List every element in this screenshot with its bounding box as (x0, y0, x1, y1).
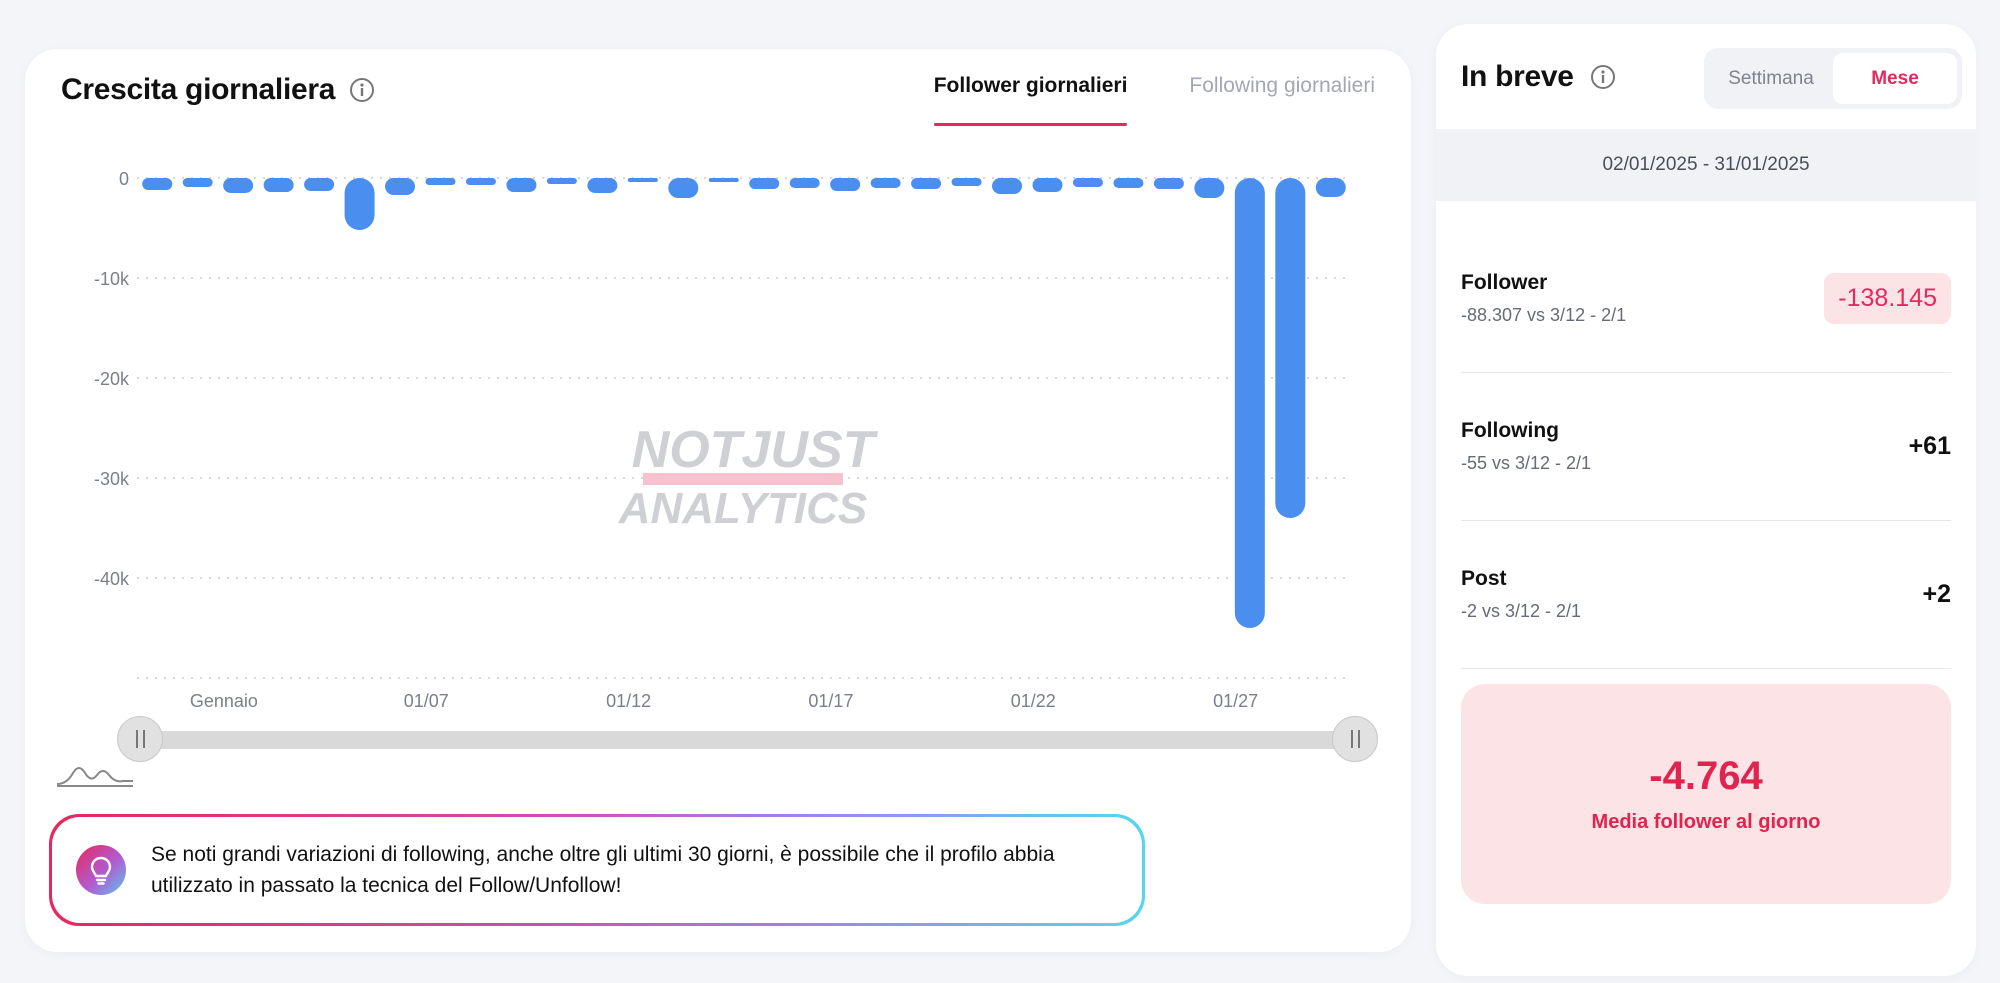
info-icon[interactable] (1590, 64, 1616, 90)
bar-01-01[interactable] (142, 178, 173, 190)
bar-01-13[interactable] (627, 178, 658, 182)
chart-tabs: Follower giornalieri Following giornalie… (933, 74, 1375, 126)
bar-01-28[interactable] (1234, 178, 1265, 628)
bar-01-18[interactable] (830, 178, 861, 191)
watermark-line-1: NOTJUST (632, 421, 879, 479)
bar-01-15[interactable] (708, 178, 739, 182)
stat-comparison: -88.307 vs 3/12 - 2/1 (1461, 305, 1627, 325)
range-slider-start-handle[interactable] (117, 716, 163, 762)
summary-header: In breve (1461, 60, 1616, 94)
stat-value-badge: -138.145 (1824, 273, 1951, 324)
bar-01-06[interactable] (344, 178, 375, 230)
bar-01-02[interactable] (182, 178, 213, 187)
bar-01-03[interactable] (223, 178, 254, 193)
stat-value: +2 (1922, 580, 1951, 608)
x-tick-label: 01/17 (808, 691, 853, 711)
stat-label: Following (1461, 419, 1559, 442)
tab-follower-giornalieri[interactable]: Follower giornalieri (933, 74, 1127, 126)
stat-value: +61 (1908, 432, 1951, 460)
x-tick-label: 01/27 (1213, 691, 1258, 711)
toggle-settimana[interactable]: Settimana (1728, 67, 1814, 89)
lightbulb-icon (76, 845, 126, 895)
daily-growth-card: Crescita giornaliera Follower giornalier… (25, 49, 1411, 952)
y-tick-label: -20k (94, 369, 130, 389)
stat-row-following: Following -55 vs 3/12 - 2/1 +61 (1461, 373, 1951, 521)
bar-01-22[interactable] (992, 178, 1023, 194)
bar-01-11[interactable] (546, 178, 577, 184)
bar-01-05[interactable] (304, 178, 335, 191)
bar-01-16[interactable] (749, 178, 780, 189)
bar-01-25[interactable] (1113, 178, 1144, 188)
y-tick-label: -30k (94, 469, 130, 489)
bar-01-04[interactable] (263, 178, 294, 192)
daily-growth-header: Crescita giornaliera (61, 73, 375, 107)
range-slider-end-handle[interactable] (1332, 716, 1378, 762)
tip-banner: Se noti grandi variazioni di following, … (49, 814, 1145, 926)
bar-01-12[interactable] (587, 178, 618, 193)
summary-title: In breve (1461, 60, 1574, 93)
tip-text: Se noti grandi variazioni di following, … (151, 843, 1055, 897)
stat-comparison: -55 vs 3/12 - 2/1 (1461, 453, 1592, 473)
y-tick-label: 0 (119, 169, 129, 189)
y-tick-label: -10k (94, 269, 130, 289)
average-followers-box: -4.764 Media follower al giorno (1461, 684, 1951, 904)
daily-growth-chart: NOTJUST ANALYTICS 0 -10k -20k -30k -40k Genna… (94, 169, 1351, 711)
watermark-underline (643, 473, 843, 485)
date-range: 02/01/2025 - 31/01/2025 (1436, 129, 1976, 201)
daily-growth-title: Crescita giornaliera (61, 73, 336, 106)
bar-01-29[interactable] (1275, 178, 1306, 518)
average-value: -4.764 (1649, 754, 1763, 798)
period-toggle: Settimana Mese (1704, 48, 1962, 109)
x-tick-label: Gennaio (190, 691, 258, 711)
watermark-line-2: ANALYTICS (618, 484, 868, 533)
bar-01-21[interactable] (951, 178, 982, 186)
bar-01-09[interactable] (465, 178, 496, 185)
bar-01-30[interactable] (1315, 178, 1346, 197)
stat-label: Post (1461, 567, 1507, 590)
bar-01-24[interactable] (1072, 178, 1103, 187)
info-icon[interactable] (349, 77, 375, 103)
stat-row-follower: Follower -88.307 vs 3/12 - 2/1 -138.145 (1461, 225, 1951, 373)
bar-01-23[interactable] (1032, 178, 1063, 192)
stat-label: Follower (1461, 271, 1548, 294)
stat-row-post: Post -2 vs 3/12 - 2/1 +2 (1461, 521, 1951, 669)
bar-01-17[interactable] (789, 178, 820, 188)
average-label: Media follower al giorno (1591, 811, 1821, 833)
bar-01-14[interactable] (668, 178, 699, 198)
summary-card: In breve Settimana Mese 02/01/2025 - 31/… (1436, 24, 1976, 976)
x-tick-label: 01/12 (606, 691, 651, 711)
range-slider-track[interactable] (135, 731, 1375, 749)
bar-01-08[interactable] (425, 178, 456, 185)
toggle-mese[interactable]: Mese (1833, 53, 1957, 104)
bar-01-07[interactable] (385, 178, 416, 195)
mini-chart-icon (56, 767, 133, 787)
watermark-logo: NOTJUST ANALYTICS (618, 421, 879, 533)
stat-comparison: -2 vs 3/12 - 2/1 (1461, 601, 1582, 621)
y-tick-label: -40k (94, 569, 130, 589)
bar-01-10[interactable] (506, 178, 537, 192)
bar-01-19[interactable] (870, 178, 901, 188)
tab-following-giornalieri[interactable]: Following giornalieri (1189, 74, 1375, 97)
bar-01-20[interactable] (911, 178, 942, 189)
bar-01-26[interactable] (1153, 178, 1184, 189)
x-tick-label: 01/07 (404, 691, 449, 711)
x-tick-label: 01/22 (1011, 691, 1056, 711)
bar-01-27[interactable] (1194, 178, 1225, 198)
